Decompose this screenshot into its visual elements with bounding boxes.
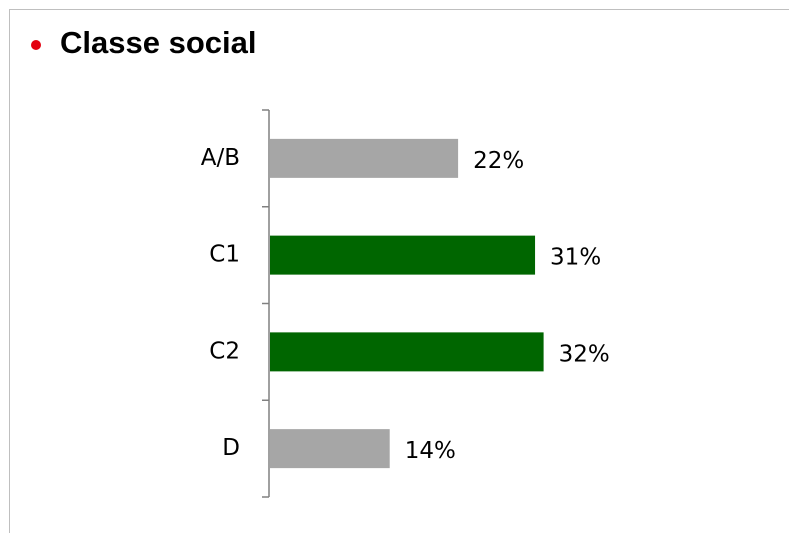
bar bbox=[270, 138, 459, 178]
data-label: 32% bbox=[559, 341, 610, 367]
frame bbox=[9, 9, 789, 533]
data-label: 22% bbox=[473, 148, 524, 174]
bar bbox=[270, 429, 390, 469]
category-label: A/B bbox=[201, 145, 240, 171]
data-label: 31% bbox=[550, 245, 601, 271]
data-label: 14% bbox=[405, 438, 456, 464]
category-label: D bbox=[222, 435, 240, 461]
chart-title: Classe social bbox=[60, 25, 256, 60]
category-label: C2 bbox=[209, 338, 240, 364]
bar bbox=[270, 332, 544, 372]
bar bbox=[270, 235, 536, 275]
bullet bbox=[31, 40, 41, 50]
category-label: C1 bbox=[209, 242, 240, 268]
